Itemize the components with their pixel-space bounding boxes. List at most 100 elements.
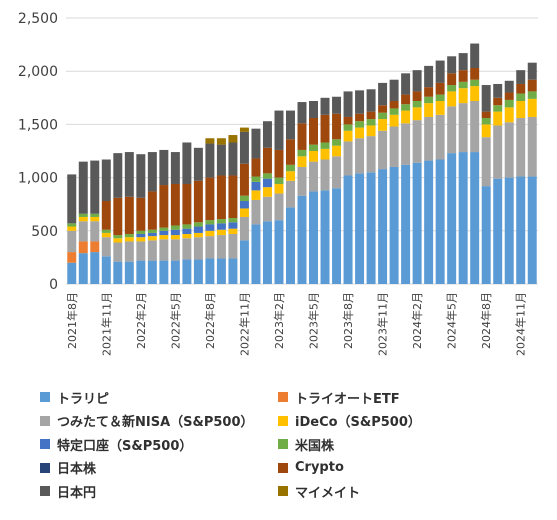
bar-segment	[481, 111, 491, 119]
bar-segment	[401, 73, 411, 95]
bar-segment	[67, 230, 77, 253]
y-tick-label: 2,500	[18, 11, 58, 27]
bar-segment	[159, 235, 169, 240]
bar-segment	[90, 160, 100, 214]
legend-item: 日本円	[40, 480, 96, 502]
bar-segment	[297, 102, 307, 124]
bar-segment	[504, 107, 514, 123]
bar-segment	[78, 161, 88, 214]
bar-segment	[193, 222, 203, 227]
bar-segment	[435, 114, 445, 160]
bar-segment	[470, 100, 480, 153]
legend-swatch	[40, 486, 50, 496]
bar-segment	[205, 177, 215, 221]
bar-segment	[378, 82, 388, 106]
bar-segment	[274, 149, 284, 178]
x-tick-label: 2023年2月	[272, 292, 286, 349]
legend-swatch	[278, 462, 288, 473]
x-tick-label: 2024年2月	[410, 292, 424, 349]
bar-segment	[332, 113, 342, 140]
bar-segment	[309, 100, 318, 119]
bar-segment	[332, 96, 342, 114]
bar-segment	[170, 260, 180, 284]
bar-segment	[182, 259, 192, 284]
x-tick-label: 2022年2月	[134, 292, 148, 349]
bar-segment	[262, 147, 272, 174]
bar-segment	[216, 175, 226, 220]
bar-segment	[447, 153, 457, 284]
bar-segment	[366, 172, 376, 284]
bar-segment	[355, 138, 365, 174]
legend-item: マイメイト	[278, 480, 360, 502]
y-tick-label: 2,000	[18, 64, 58, 80]
bar-segment	[366, 89, 376, 112]
bar-segment	[251, 190, 261, 200]
bar-segment	[297, 156, 307, 167]
bar-segment	[274, 110, 284, 150]
bar-segment	[124, 196, 134, 234]
legend-label: トライオートETF	[295, 391, 400, 407]
bar-segment	[527, 79, 537, 92]
bar-segment	[147, 240, 157, 261]
bar-segment	[251, 181, 261, 191]
bar-segment	[447, 56, 457, 74]
bar-segment	[228, 175, 238, 219]
bar-segment	[124, 237, 134, 242]
bar-segment	[239, 240, 249, 284]
bar-segment	[458, 53, 468, 71]
bar-segment	[389, 126, 399, 167]
bar-segment	[493, 178, 503, 284]
bar-segment	[205, 230, 215, 237]
legend-item: 日本株	[40, 457, 96, 479]
legend-swatch	[40, 392, 50, 402]
bar-segment	[516, 93, 526, 101]
bar-segment	[67, 262, 77, 284]
bar-segment	[170, 229, 180, 236]
bar-segment	[239, 216, 249, 241]
bar-segment	[343, 124, 353, 131]
bar-segment	[216, 144, 226, 176]
bar-segment	[481, 118, 491, 125]
bar-segment	[401, 123, 411, 165]
bar-segment	[424, 96, 434, 104]
bar-segment	[309, 118, 318, 145]
bar-segment	[493, 83, 503, 98]
bar-segment	[205, 236, 215, 259]
legend-swatch	[40, 462, 50, 473]
bar-segment	[182, 228, 192, 234]
bar-segment	[493, 125, 503, 179]
legend-swatch	[278, 439, 288, 449]
bar-segment	[424, 160, 434, 284]
bar-segment	[355, 121, 365, 128]
bar-segment	[205, 143, 215, 178]
bar-segment	[251, 199, 261, 225]
bar-segment	[412, 120, 422, 163]
bar-segment	[504, 122, 514, 178]
bar-segment	[159, 239, 169, 261]
bar-segment	[216, 235, 226, 259]
bar-segment	[113, 261, 123, 284]
bar-segment	[412, 162, 422, 284]
bar-segment	[262, 221, 272, 284]
bar-segment	[378, 130, 388, 170]
bar-segment	[262, 196, 272, 222]
bar-segment	[136, 260, 146, 284]
bar-segment	[389, 114, 399, 127]
bar-segment	[401, 104, 411, 111]
bar-segment	[136, 237, 146, 242]
bar-segment	[389, 79, 399, 101]
bar-segment	[401, 94, 411, 105]
bar-segment	[205, 220, 215, 225]
bar-segment	[182, 238, 192, 260]
bar-segment	[228, 258, 238, 284]
bar-segment	[228, 142, 238, 176]
legend-item: 米国株	[278, 433, 334, 455]
bar-segment	[435, 60, 445, 83]
bar-segment	[332, 139, 342, 146]
bar-segment	[412, 107, 422, 121]
bar-segment	[297, 166, 307, 196]
bar-segment	[216, 258, 226, 284]
bar-segment	[262, 178, 272, 188]
bar-segment	[78, 221, 88, 242]
bar-segment	[401, 110, 411, 124]
